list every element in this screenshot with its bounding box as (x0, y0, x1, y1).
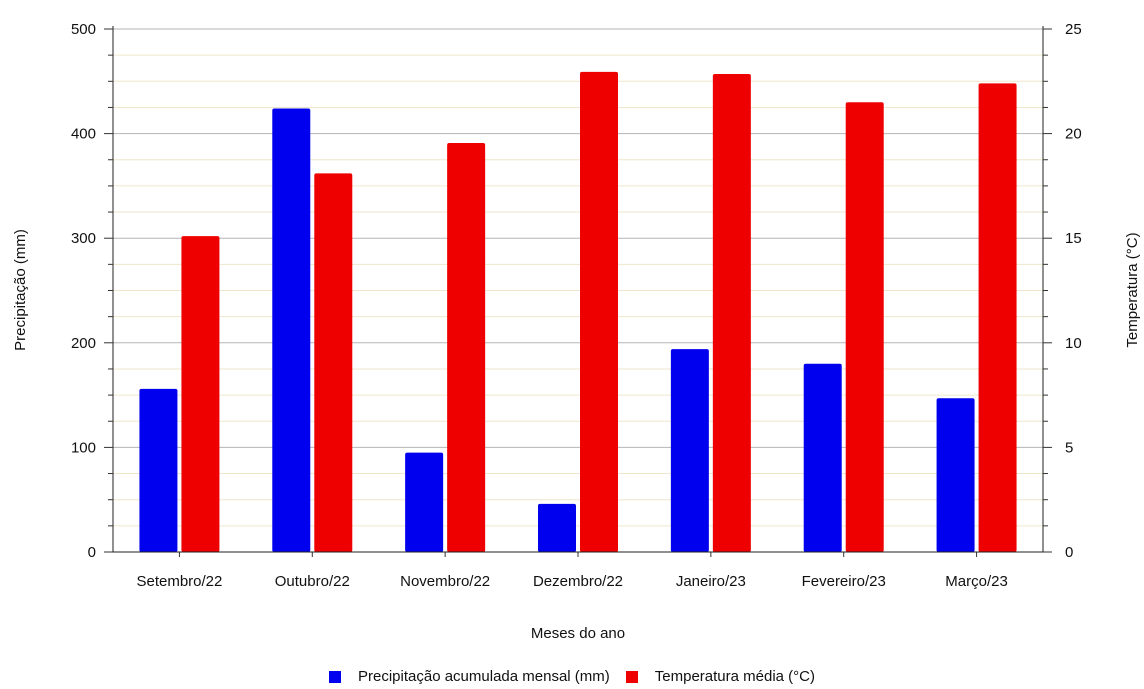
bar-precipitation (139, 388, 178, 552)
grid (113, 28, 1043, 527)
y2-tick-label: 20 (1065, 126, 1082, 143)
y2-tick-label: 5 (1065, 439, 1073, 456)
y-tick-label: 200 (71, 335, 96, 352)
axes: Setembro/22 Outubro/22 Novembro/22 Dezembro… (71, 21, 1082, 590)
legend-label-temperature: Temperatura média (°C) (654, 668, 815, 685)
legend-item-temperature: Temperatura média (°C) (625, 668, 815, 685)
y-tick-label: 400 (71, 126, 96, 143)
y-tick-label: 0 (88, 544, 96, 561)
legend-swatch-precipitation (329, 670, 341, 683)
x-tick-label: Novembro/22 (400, 573, 490, 590)
x-tick-label: Fevereiro/23 (802, 573, 886, 590)
bar-precipitation (405, 452, 444, 552)
bar-temperature (314, 173, 353, 552)
legend-item-precipitation: Precipitação acumulada mensal (mm) (329, 668, 610, 685)
bars (139, 71, 1017, 553)
bar-precipitation (803, 363, 842, 552)
y2-tick-label: 10 (1065, 335, 1082, 352)
x-tick-label: Janeiro/23 (676, 573, 746, 590)
bar-temperature (978, 83, 1017, 552)
bar-temperature (447, 143, 486, 552)
y2-tick-label: 15 (1065, 230, 1082, 247)
y-tick-label: 300 (71, 230, 96, 247)
bar-precipitation (936, 398, 975, 552)
bar-precipitation (538, 503, 576, 552)
x-tick-label: Dezembro/22 (533, 573, 623, 590)
legend: Precipitação acumulada mensal (mm) Tempe… (0, 668, 1144, 685)
bar-precipitation (670, 349, 709, 552)
x-axis-label: Meses do ano (531, 625, 625, 642)
x-tick-label: Março/23 (945, 573, 1008, 590)
y-axis-label: Precipitação (mm) (12, 229, 29, 351)
legend-label-precipitation: Precipitação acumulada mensal (mm) (358, 668, 610, 685)
x-tick-label: Setembro/22 (136, 573, 222, 590)
bar-temperature (181, 236, 220, 552)
bar-precipitation (272, 108, 311, 552)
y-tick-label: 100 (71, 439, 96, 456)
y-tick-label: 500 (71, 21, 96, 38)
y2-tick-label: 0 (1065, 544, 1073, 561)
legend-swatch-temperature (625, 670, 638, 683)
y2-tick-label: 25 (1065, 21, 1082, 38)
bar-temperature (580, 71, 618, 553)
bar-temperature (845, 102, 884, 552)
y2-axis-label: Temperatura (°C) (1124, 232, 1141, 347)
x-tick-label: Outubro/22 (275, 573, 350, 590)
bar-temperature (712, 73, 751, 552)
